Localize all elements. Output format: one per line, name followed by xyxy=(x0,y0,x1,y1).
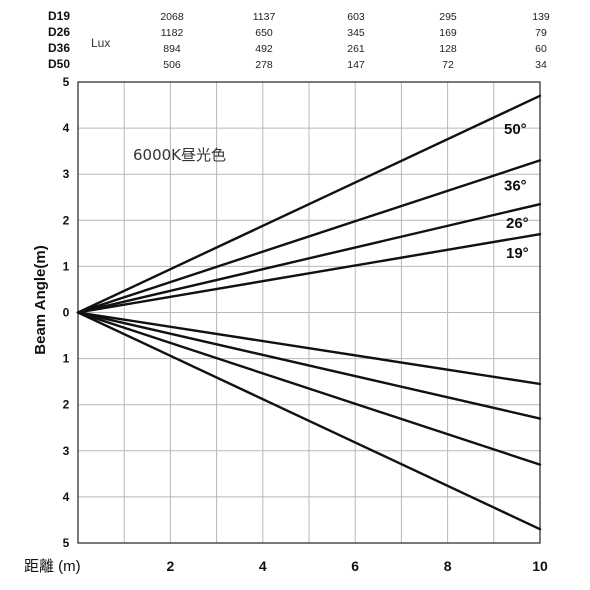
lux-value: 295 xyxy=(439,11,457,23)
y-tick-label: 3 xyxy=(63,444,70,458)
x-tick-label: 6 xyxy=(351,558,359,574)
lux-value: 2068 xyxy=(160,11,184,23)
lux-row-label: D36 xyxy=(48,41,70,55)
lux-value: 603 xyxy=(347,11,365,23)
beam-line-lower xyxy=(76,311,542,531)
lux-value: 169 xyxy=(439,27,457,39)
series-label: 19° xyxy=(506,245,529,262)
y-tick-label: 5 xyxy=(63,75,70,89)
x-axis-label: 距離 (m) xyxy=(24,557,81,575)
lux-unit-label: Lux xyxy=(91,36,110,50)
series-label: 50° xyxy=(504,121,527,138)
x-axis-ticks: 2 4 6 8 10 xyxy=(167,558,548,574)
lux-row-label: D50 xyxy=(48,57,70,71)
lux-value: 492 xyxy=(255,43,273,55)
lux-value: 72 xyxy=(442,59,454,71)
lux-value: 34 xyxy=(535,59,547,71)
beam-lines xyxy=(76,94,542,531)
y-tick-label: 2 xyxy=(63,213,70,227)
series-label: 36° xyxy=(504,177,527,194)
lux-value: 345 xyxy=(347,27,365,39)
lux-table: D19 2068 1137 603 295 139 D26 1182 650 345 169 79 D3… xyxy=(48,9,550,71)
lux-value: 147 xyxy=(347,59,365,71)
lux-value: 128 xyxy=(439,43,457,55)
beam-line-upper xyxy=(76,94,542,314)
y-tick-label: 5 xyxy=(63,536,70,550)
lux-value: 60 xyxy=(535,43,547,55)
lux-value: 79 xyxy=(535,27,547,39)
lux-value: 894 xyxy=(163,43,181,55)
y-tick-label: 0 xyxy=(63,306,70,320)
series-labels: 50° 36° 26° 19° xyxy=(504,121,529,262)
lux-value: 650 xyxy=(255,27,273,39)
y-tick-label: 4 xyxy=(63,490,70,504)
lux-value: 506 xyxy=(163,59,181,71)
y-tick-label: 3 xyxy=(63,167,70,181)
lux-row-label: D19 xyxy=(48,9,70,23)
beam-line-upper xyxy=(76,232,542,314)
beam-line-lower xyxy=(76,311,542,420)
x-tick-label: 8 xyxy=(444,558,452,574)
beam-line-upper xyxy=(76,202,542,314)
y-axis-label: Beam Angle(m) xyxy=(32,245,49,354)
x-tick-label: 10 xyxy=(532,558,548,574)
beam-line-upper xyxy=(76,159,542,314)
lux-value: 1182 xyxy=(161,27,184,39)
y-tick-label: 1 xyxy=(63,352,70,366)
y-axis-ticks: 5 4 3 2 1 0 1 2 3 4 5 xyxy=(63,75,70,550)
series-label: 26° xyxy=(506,215,529,232)
lux-value: 1137 xyxy=(253,11,276,23)
color-temperature-annotation: 6000K昼光色 xyxy=(133,146,226,164)
x-tick-label: 2 xyxy=(167,558,175,574)
lux-row-label: D26 xyxy=(48,25,70,39)
x-tick-label: 4 xyxy=(259,558,267,574)
lux-value: 278 xyxy=(255,59,273,71)
beam-line-lower xyxy=(76,311,542,466)
lux-value: 261 xyxy=(347,43,365,55)
y-tick-label: 1 xyxy=(63,259,70,273)
beam-line-lower xyxy=(76,311,542,386)
lux-value: 139 xyxy=(532,11,550,23)
y-tick-label: 4 xyxy=(63,121,70,135)
y-tick-label: 2 xyxy=(63,398,70,412)
chart-grid xyxy=(78,82,540,543)
